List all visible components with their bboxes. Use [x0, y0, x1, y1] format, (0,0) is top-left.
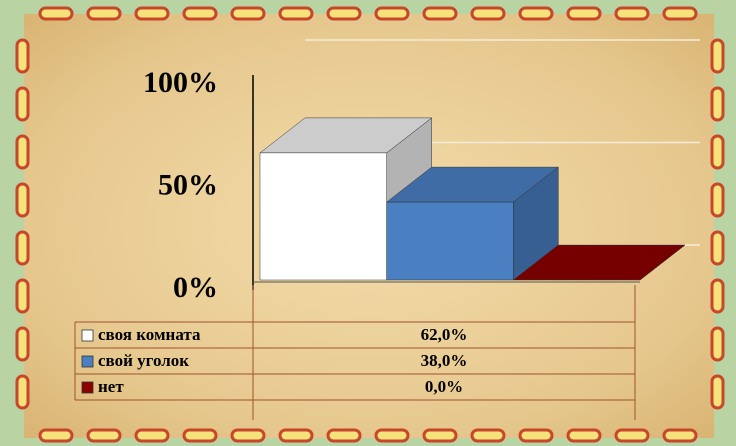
value-label: 0,0%	[425, 377, 463, 396]
border-dash	[88, 8, 120, 19]
border-dash	[712, 232, 723, 264]
value-label: 62,0%	[421, 325, 468, 344]
legend-label: нет	[98, 377, 124, 396]
bar	[387, 202, 514, 280]
border-dash	[424, 8, 456, 19]
border-dash	[328, 8, 360, 19]
y-tick-label: 50%	[158, 168, 218, 201]
border-dash	[712, 88, 723, 120]
border-dash	[520, 8, 552, 19]
border-dash	[616, 430, 648, 441]
border-dash	[17, 40, 28, 72]
legend-swatch	[82, 382, 93, 393]
border-dash	[520, 430, 552, 441]
border-dash	[17, 280, 28, 312]
border-dash	[17, 136, 28, 168]
border-dash	[280, 8, 312, 19]
border-dash	[328, 430, 360, 441]
border-dash	[280, 430, 312, 441]
border-dash	[568, 8, 600, 19]
border-dash	[376, 8, 408, 19]
border-dash	[712, 136, 723, 168]
y-tick-label: 100%	[143, 66, 218, 99]
border-dash	[17, 232, 28, 264]
border-dash	[136, 8, 168, 19]
border-dash	[17, 376, 28, 408]
border-dash	[40, 430, 72, 441]
bar	[260, 153, 387, 280]
y-tick-label: 0%	[173, 271, 218, 304]
page: 0% 50% 100% своя комната 62,0% свой уголок 38…	[0, 0, 736, 446]
border-dash	[616, 8, 648, 19]
border-dash	[17, 328, 28, 360]
value-label: 38,0%	[421, 351, 468, 370]
border-dash	[568, 430, 600, 441]
border-dash	[712, 280, 723, 312]
border-dash	[232, 430, 264, 441]
border-dash	[712, 328, 723, 360]
border-dash	[17, 88, 28, 120]
border-dash	[472, 8, 504, 19]
border-dash	[712, 184, 723, 216]
border-dash	[136, 430, 168, 441]
legend-label: своя комната	[98, 325, 201, 344]
border-dash	[712, 376, 723, 408]
border-dash	[184, 430, 216, 441]
chart: 0% 50% 100% своя комната 62,0% свой уголок 38…	[0, 0, 736, 446]
legend-swatch	[82, 356, 93, 367]
border-dash	[88, 430, 120, 441]
legend-swatch	[82, 330, 93, 341]
legend-label: свой уголок	[98, 351, 189, 370]
border-dash	[40, 8, 72, 19]
border-dash	[17, 184, 28, 216]
border-dash	[664, 430, 696, 441]
border-dash	[376, 430, 408, 441]
border-dash	[184, 8, 216, 19]
border-dash	[664, 8, 696, 19]
border-dash	[472, 430, 504, 441]
border-dash	[232, 8, 264, 19]
border-dash	[424, 430, 456, 441]
border-dash	[712, 40, 723, 72]
